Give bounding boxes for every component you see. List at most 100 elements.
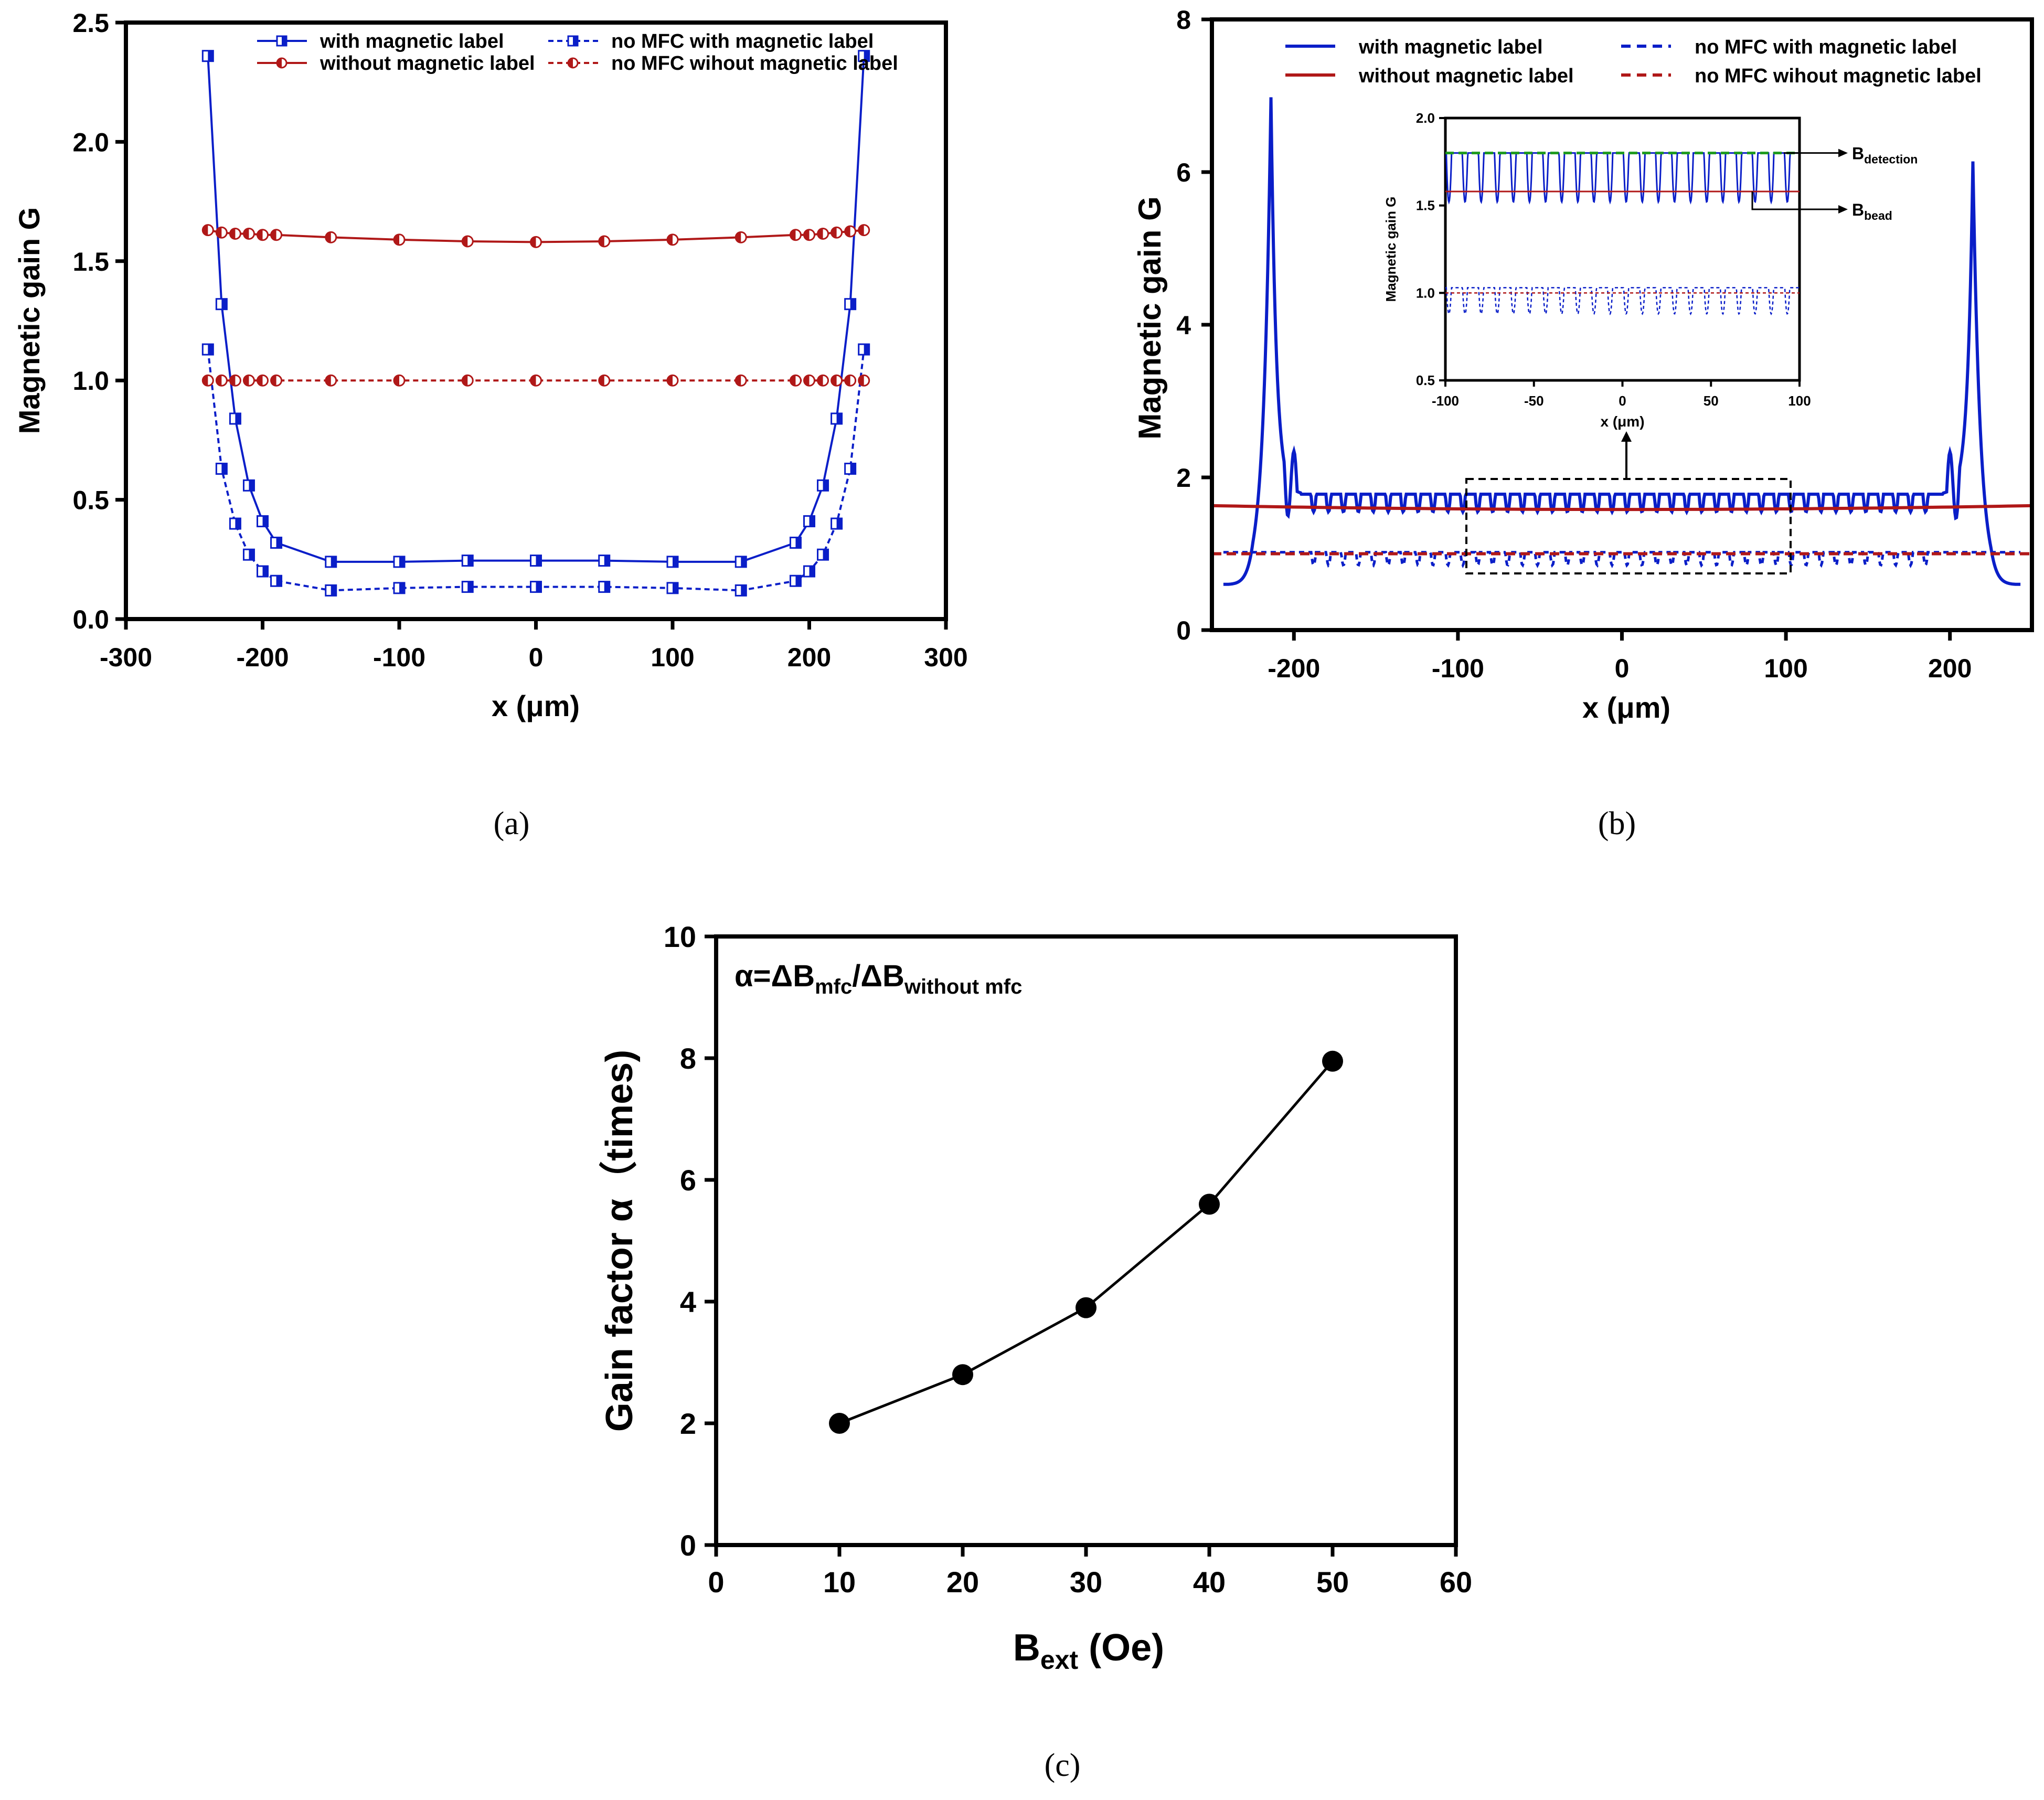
panel-c-annotation: α=ΔBmfc/ΔBwithout mfc (734, 959, 1022, 998)
x-tick-label: -200 (236, 643, 289, 672)
data-point-fill (604, 581, 610, 592)
panel-b-zoom-box (1465, 478, 1792, 574)
data-point-fill (530, 237, 536, 248)
data-point-fill (790, 229, 796, 240)
data-point-fill (235, 518, 241, 529)
data-point-fill (249, 549, 254, 560)
legend-label: without magnetic label (320, 52, 535, 74)
x-tick-label: -100 (1432, 654, 1484, 683)
annotation-part-1: α=ΔB (734, 959, 815, 993)
y-tick-label: 2.0 (72, 127, 109, 157)
data-point-fill (208, 344, 214, 355)
b-bead-main: B (1852, 200, 1864, 219)
b-detection-sub: detection (1864, 153, 1918, 166)
panel-c-ylabel: Gain factor α（times) (599, 1050, 641, 1432)
data-point-fill (831, 227, 837, 238)
legend-label: no MFC with magnetic label (611, 30, 874, 52)
inset-x-tick-label: -100 (1432, 393, 1459, 409)
data-point-fill (817, 375, 823, 386)
y-tick-label: 6 (680, 1164, 696, 1197)
y-tick-label: 0.0 (72, 605, 109, 634)
gain-point (1322, 1050, 1343, 1072)
data-point-fill (809, 516, 815, 527)
inset-y-tick-label: 0.5 (1416, 372, 1435, 388)
panel-c-ticks: 0 10 20 30 40 50 60 0 2 4 6 8 10 (664, 920, 1472, 1599)
panel-b-ylabel: Magnetic gain G (1132, 196, 1167, 439)
data-point-fill (467, 555, 473, 566)
data-point-fill (208, 50, 214, 61)
data-point-fill (599, 375, 604, 386)
x-tick-label: 50 (1316, 1565, 1349, 1599)
gain-line (839, 1060, 1334, 1425)
annotation-part-4: without mfc (904, 975, 1022, 998)
y-tick-label: 1.5 (72, 247, 109, 276)
data-point-fill (235, 413, 241, 424)
data-point-fill (467, 581, 473, 592)
x-tick-label: 200 (787, 643, 831, 672)
inset-y-tick-label: 1.0 (1416, 285, 1435, 301)
x-tick-label: 200 (1928, 654, 1972, 683)
panel-c-xlabel-unit: (Oe) (1078, 1627, 1164, 1669)
data-point-fill (399, 556, 404, 567)
panel-c-xlabel: Bext (Oe) (1013, 1627, 1164, 1675)
panel-b-ticks: -200 -100 0 100 200 0 2 4 6 8 (1176, 5, 1972, 683)
data-point-fill (667, 234, 673, 245)
gain-point (1076, 1297, 1096, 1318)
y-tick-label: 8 (680, 1042, 696, 1075)
b-bead-sub: bead (1864, 209, 1892, 222)
data-point-fill (850, 463, 856, 474)
panel-a-series (201, 50, 870, 597)
legend-label: with magnetic label (1358, 36, 1543, 58)
inset-ylabel: Magnetic gain G (1383, 197, 1399, 302)
gain-point (952, 1364, 973, 1386)
inset-x-tick-label: 100 (1788, 393, 1811, 409)
data-point-fill (216, 375, 222, 386)
panel-b-legend: with magnetic label without magnetic labe… (1285, 36, 1982, 87)
data-point-fill (536, 581, 541, 592)
x-tick-label: 100 (1764, 654, 1807, 683)
x-tick-label: 30 (1070, 1565, 1102, 1599)
data-point-fill (831, 375, 837, 386)
data-point-fill (331, 556, 336, 567)
inset-x-tick-label: 0 (1619, 393, 1626, 409)
x-tick-label: -100 (373, 643, 425, 672)
data-point-fill (325, 232, 331, 243)
data-point-fill (850, 299, 856, 310)
legend-label: no MFC with magnetic label (1695, 36, 1957, 58)
panel-b-label: (b) (1598, 806, 1636, 842)
legend-label: with magnetic label (320, 30, 504, 52)
x-tick-label: 300 (924, 643, 967, 672)
annotation-part-3: /ΔB (852, 959, 904, 993)
y-tick-label: 1.0 (72, 366, 109, 396)
data-point-fill (736, 232, 741, 243)
x-tick-label: 100 (651, 643, 694, 672)
y-tick-label: 2 (1176, 463, 1191, 493)
data-point-fill (817, 228, 823, 239)
x-tick-label: 10 (823, 1565, 856, 1599)
panel-a-ticks: -300 -200 -100 0 100 200 300 0.0 0.5 1.0 1.5 2.0 2.5 (72, 8, 967, 672)
data-point-fill (599, 236, 604, 247)
data-point-fill (667, 375, 673, 386)
data-point-fill (331, 585, 336, 596)
data-point-fill (804, 229, 810, 240)
b-bead-label: Bbead (1852, 200, 1892, 222)
panel-c-xlabel-main: B (1013, 1627, 1040, 1669)
data-point-fill (221, 463, 227, 474)
data-point-fill (795, 576, 801, 587)
series-no-mfc-with-label (1223, 551, 2021, 568)
x-tick-label: 20 (946, 1565, 979, 1599)
data-point-fill (216, 227, 222, 238)
data-point-fill (741, 556, 747, 567)
x-tick-label: -300 (100, 643, 152, 672)
b-bead-arrowhead (1838, 205, 1848, 214)
legend-marker-fill (277, 58, 282, 68)
data-point-fill (462, 375, 468, 386)
inset-x-tick-label: -50 (1524, 393, 1544, 409)
data-point-fill (864, 50, 869, 61)
inset-no-mfc-with-label (1445, 287, 1800, 316)
data-point-fill (804, 375, 810, 386)
panel-a-plot-frame (124, 20, 948, 621)
data-point-fill (673, 582, 678, 593)
data-point-fill (243, 228, 249, 239)
